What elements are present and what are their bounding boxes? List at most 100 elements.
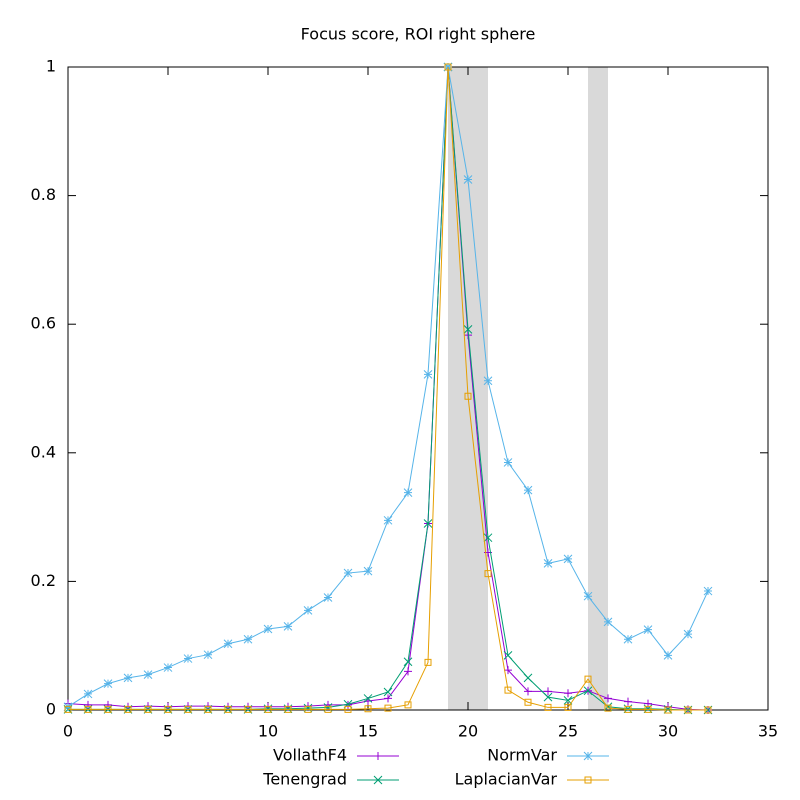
point bbox=[503, 650, 513, 660]
point bbox=[223, 639, 233, 649]
y-tick-label: 0.2 bbox=[31, 571, 56, 590]
point bbox=[244, 705, 252, 713]
point bbox=[583, 591, 593, 601]
point bbox=[84, 700, 92, 709]
point bbox=[103, 679, 113, 688]
point bbox=[164, 705, 172, 713]
point bbox=[524, 687, 532, 696]
point bbox=[224, 705, 232, 713]
point bbox=[543, 559, 553, 568]
x-tick-label: 35 bbox=[758, 722, 778, 741]
y-tick-label: 0.4 bbox=[31, 442, 56, 461]
point bbox=[343, 568, 353, 578]
point bbox=[644, 705, 652, 713]
legend-marker bbox=[584, 776, 592, 784]
point bbox=[563, 554, 573, 564]
point bbox=[523, 485, 533, 495]
point bbox=[104, 705, 112, 713]
point bbox=[504, 666, 512, 675]
point bbox=[603, 617, 613, 627]
point bbox=[543, 692, 553, 702]
point bbox=[403, 488, 413, 498]
point bbox=[483, 376, 493, 386]
point bbox=[604, 704, 612, 712]
legend-label: Tenengrad bbox=[262, 770, 347, 789]
legend-item: NormVar bbox=[487, 746, 609, 765]
legend-item: Tenengrad bbox=[262, 770, 399, 789]
y-tick-label: 0.8 bbox=[31, 185, 56, 204]
point bbox=[304, 705, 312, 713]
point bbox=[523, 673, 533, 683]
legend-item: VollathF4 bbox=[273, 746, 399, 765]
point bbox=[383, 515, 393, 525]
point bbox=[423, 519, 433, 528]
point bbox=[203, 650, 213, 660]
point bbox=[524, 698, 532, 706]
point bbox=[664, 706, 672, 714]
x-tick-label: 10 bbox=[258, 722, 278, 741]
series-line bbox=[67, 66, 709, 711]
point bbox=[623, 634, 633, 644]
point bbox=[384, 704, 392, 712]
point bbox=[104, 700, 112, 709]
point bbox=[703, 586, 713, 596]
x-tick-label: 20 bbox=[458, 722, 478, 741]
y-tick-label: 0 bbox=[46, 700, 56, 719]
point bbox=[504, 686, 512, 694]
x-tick-label: 15 bbox=[358, 722, 378, 741]
point bbox=[183, 654, 193, 663]
point bbox=[303, 605, 313, 615]
legend-label: VollathF4 bbox=[273, 746, 347, 765]
point bbox=[403, 657, 413, 667]
point bbox=[204, 705, 212, 713]
point bbox=[363, 694, 373, 703]
point bbox=[663, 650, 673, 660]
x-tick-label: 25 bbox=[558, 722, 578, 741]
series-line bbox=[67, 66, 709, 708]
point bbox=[544, 687, 552, 696]
point bbox=[363, 566, 373, 576]
x-tick-label: 30 bbox=[658, 722, 678, 741]
y-tick-label: 0.6 bbox=[31, 314, 56, 333]
point bbox=[384, 694, 392, 703]
point bbox=[564, 689, 572, 698]
point bbox=[284, 705, 292, 713]
point bbox=[264, 705, 272, 713]
point bbox=[123, 673, 133, 683]
x-tick-label: 0 bbox=[63, 722, 73, 741]
point bbox=[464, 392, 472, 400]
point bbox=[404, 701, 412, 709]
point bbox=[243, 634, 253, 644]
shaded-region bbox=[588, 67, 608, 710]
point bbox=[624, 705, 632, 713]
point bbox=[283, 622, 293, 631]
point bbox=[683, 629, 693, 639]
point bbox=[463, 324, 473, 334]
point bbox=[484, 570, 492, 578]
point bbox=[84, 705, 92, 713]
legend-marker bbox=[374, 752, 382, 760]
point bbox=[383, 687, 393, 697]
point bbox=[643, 625, 653, 634]
point bbox=[564, 703, 572, 711]
series-line bbox=[68, 66, 708, 711]
point bbox=[463, 175, 473, 184]
point bbox=[364, 705, 372, 713]
point bbox=[584, 675, 592, 683]
point bbox=[684, 706, 692, 714]
point bbox=[444, 63, 452, 71]
legend-marker bbox=[583, 751, 593, 761]
chart-title: Focus score, ROI right sphere bbox=[301, 25, 536, 44]
point bbox=[64, 705, 72, 713]
point bbox=[583, 686, 593, 696]
point bbox=[144, 705, 152, 713]
point bbox=[83, 689, 93, 699]
point bbox=[423, 370, 433, 379]
x-tick-label: 5 bbox=[163, 722, 173, 741]
point bbox=[404, 667, 412, 676]
point bbox=[263, 624, 273, 634]
legend-marker bbox=[373, 775, 383, 785]
point bbox=[324, 705, 332, 713]
